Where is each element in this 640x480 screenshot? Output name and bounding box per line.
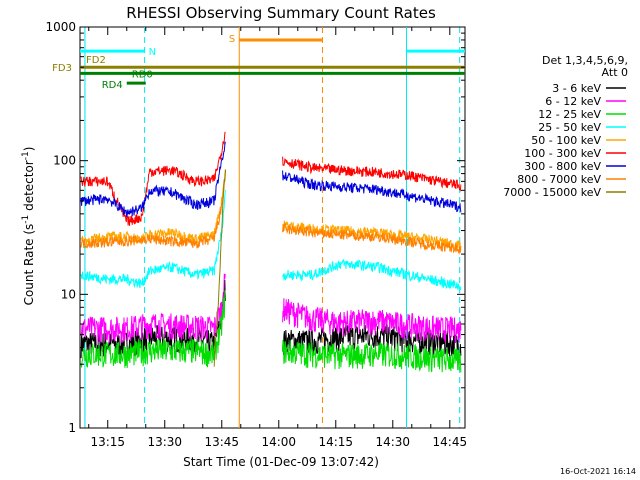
- y-label-part-2: detector: [22, 160, 36, 215]
- flag-label-2: S: [229, 34, 235, 45]
- legend-label-0: 3 - 6 keV: [552, 82, 601, 95]
- series-line-5-b: [282, 156, 462, 192]
- legend-label-2: 12 - 25 keV: [538, 108, 601, 121]
- x-axis: 13:15 13:30 13:45 14:00 14:15 14:30 14:45: [88, 27, 468, 449]
- series-line-2-b: [282, 339, 462, 373]
- legend-label-4: 50 - 100 keV: [531, 134, 601, 147]
- series-line-3-a: [80, 190, 226, 289]
- series-line-7-a: [80, 177, 226, 249]
- legend-header-0: Det 1,3,4,5,6,9,: [542, 54, 628, 67]
- x-tick-label-5: 14:30: [375, 435, 410, 449]
- x-tick-label-1: 13:30: [147, 435, 182, 449]
- series-line-1-b: [282, 298, 462, 344]
- x-tick-label-4: 14:15: [318, 435, 353, 449]
- legend-label-8: 7000 - 15000 keV: [503, 186, 601, 199]
- y-label-part-3: -1: [21, 151, 31, 160]
- flag-label-3: FD2: [86, 55, 106, 66]
- y-tick-label-2: 100: [53, 154, 76, 168]
- legend-label-6: 300 - 800 keV: [524, 160, 601, 173]
- legend-label-3: 25 - 50 keV: [538, 121, 601, 134]
- series-line-0-a: [80, 279, 226, 359]
- legend-label-7: 800 - 7000 keV: [517, 173, 601, 186]
- legend-label-5: 100 - 300 keV: [524, 147, 601, 160]
- y-tick-label-1: 10: [61, 287, 76, 301]
- y-label-part-0: Count Rate (s: [22, 224, 36, 306]
- flag-label-5: RD0: [132, 69, 153, 80]
- x-tick-label-6: 14:45: [433, 435, 468, 449]
- x-tick-label-2: 13:45: [204, 435, 239, 449]
- y-axis-label: Count Rate (s-1 detector-1): [21, 147, 36, 306]
- chart-title: RHESSI Observing Summary Count Rates: [126, 4, 436, 22]
- series-line-0-b: [282, 324, 462, 360]
- series-line-8-a: [213, 169, 227, 367]
- series-line-5-a: [80, 131, 226, 226]
- timestamp: 16-Oct-2021 16:14: [560, 467, 636, 476]
- y-axis: 1 10 100 1000: [45, 20, 465, 435]
- x-tick-label-3: 14:00: [261, 435, 296, 449]
- series-line-6-b: [282, 170, 462, 213]
- series-line-6-a: [80, 141, 226, 218]
- series-line-3-b: [282, 259, 462, 291]
- flag-label-fd3: FD3: [52, 63, 72, 74]
- y-tick-label-3: 1000: [45, 20, 76, 34]
- x-axis-label: Start Time (01-Dec-09 13:07:42): [183, 455, 379, 469]
- flag-label-4: RD4: [102, 80, 123, 91]
- plot-area: N S FD2 RD4 RD0 FD3: [52, 26, 466, 429]
- flag-label-0: N: [149, 47, 156, 58]
- y-label-part-1: -1: [21, 215, 31, 224]
- series-line-1-a: [80, 273, 226, 343]
- x-tick-label-0: 13:15: [90, 435, 125, 449]
- y-label-part-4: ): [22, 147, 36, 152]
- legend-header-1: Att 0: [602, 66, 628, 79]
- series-line-2-a: [80, 290, 226, 369]
- legend-label-1: 6 - 12 keV: [545, 95, 601, 108]
- y-tick-label-0: 1: [68, 421, 76, 435]
- plot-frame: [79, 26, 466, 429]
- series-line-7-b: [282, 222, 462, 256]
